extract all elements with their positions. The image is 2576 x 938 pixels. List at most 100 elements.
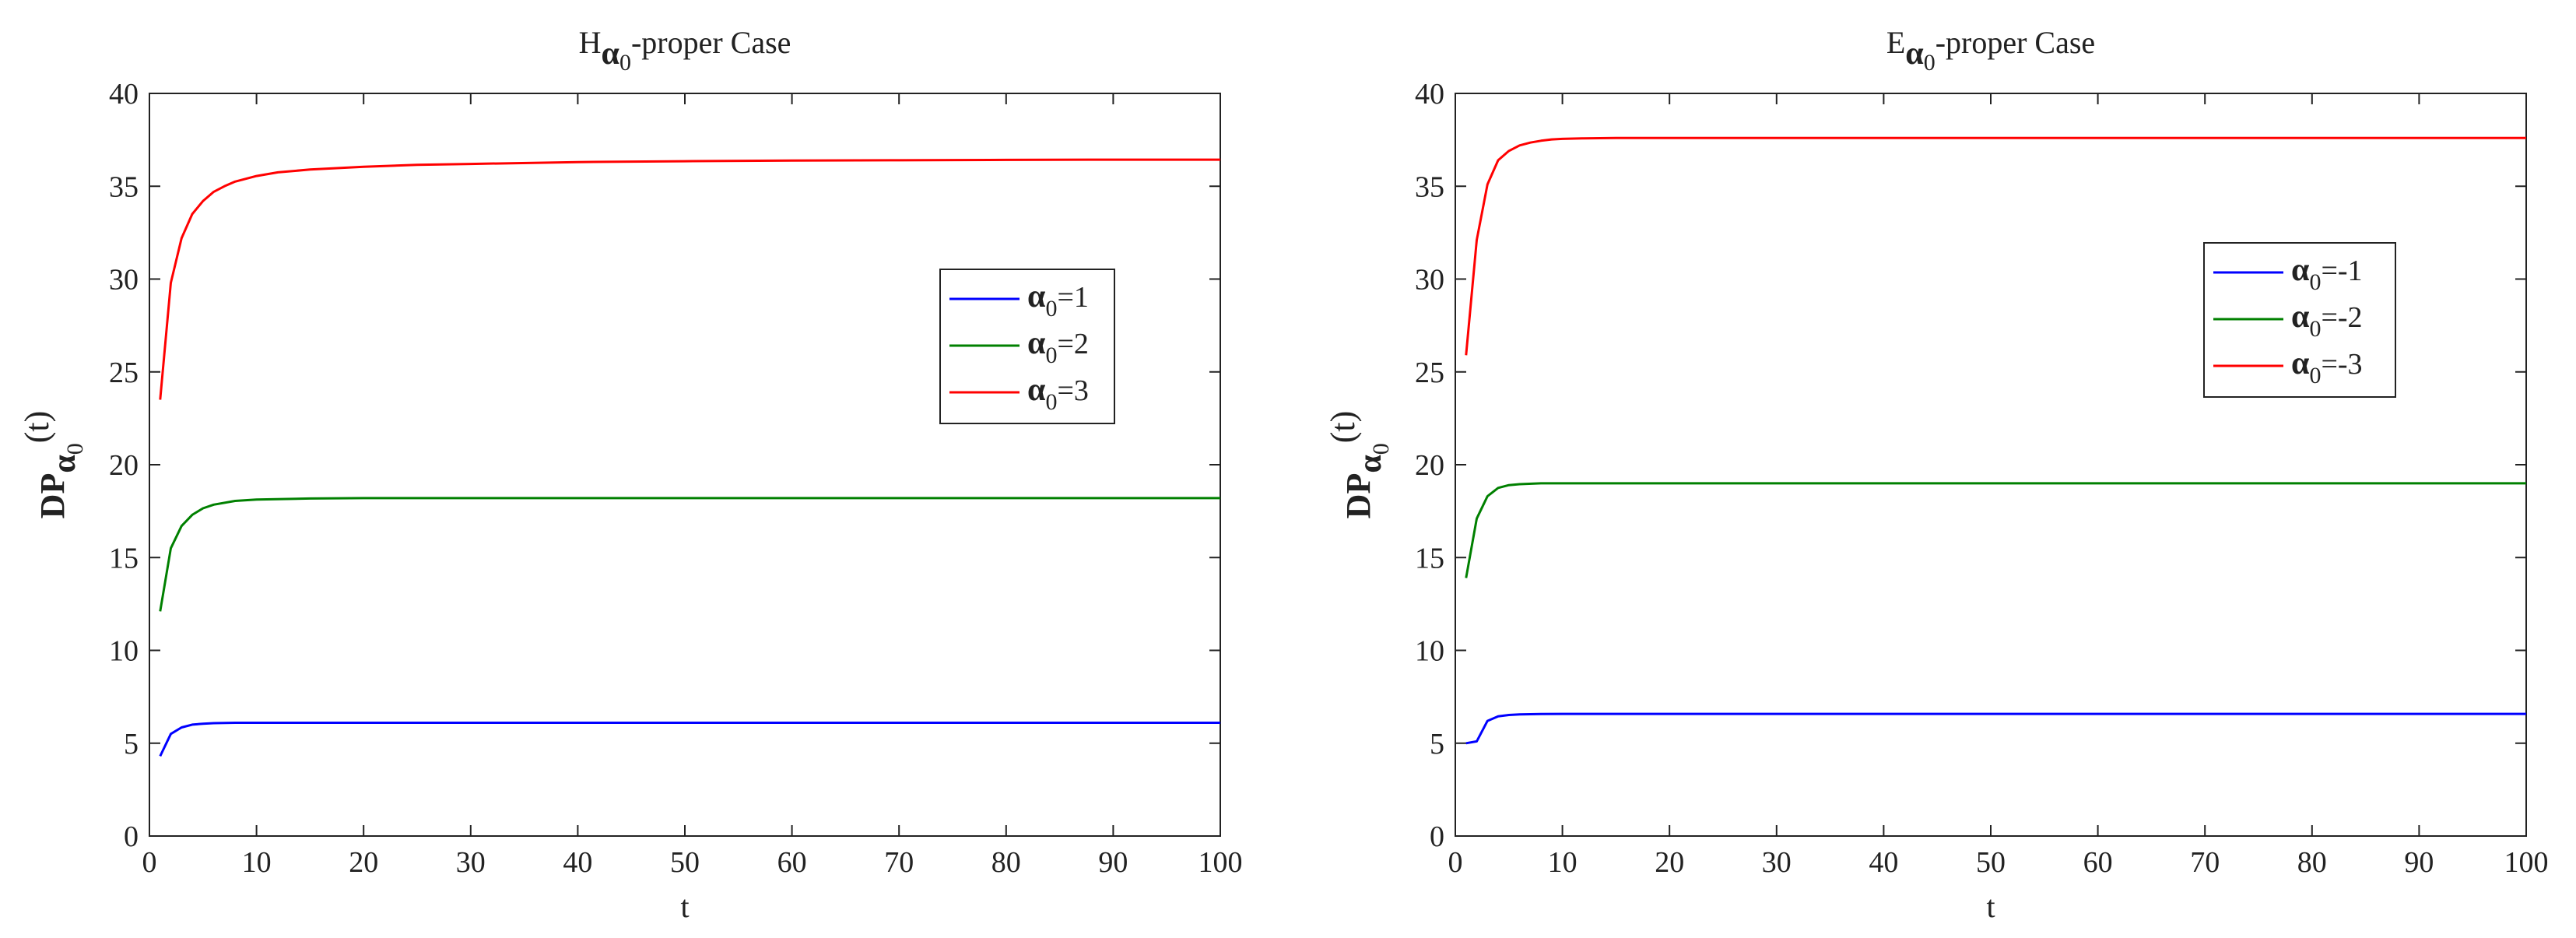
legend-symbol: α [2291, 346, 2310, 381]
title-rest: -proper Case [631, 25, 791, 60]
x-tick-label: 40 [563, 846, 592, 879]
ylabel-main: DP [1339, 473, 1377, 519]
legend-index: 0 [1045, 296, 1057, 321]
y-tick-label: 0 [1430, 820, 1444, 853]
legend-label-1: α0=-1 [2291, 252, 2363, 295]
legend-rest: =2 [1057, 328, 1088, 360]
y-tick-label: 25 [109, 357, 139, 389]
x-tick-label: 90 [2404, 846, 2434, 879]
ylabel-rest: (t) [1324, 411, 1362, 444]
chart-panel-2: 0 10 20 30 40 50 60 70 80 90 100 0 5 10 15 20 25 30 35 40 Eα… [1324, 25, 2549, 924]
x-tick-label: 100 [2504, 846, 2549, 879]
series-line-3 [159, 158, 1220, 400]
x-tick-label: 100 [1199, 846, 1243, 879]
legend-rest: =-2 [2321, 301, 2362, 334]
ylabel-subscript-symbol: α [47, 455, 82, 473]
y-tick-label: 20 [109, 449, 139, 482]
y-tick-label: 40 [109, 78, 139, 111]
chart-title: Eα0-proper Case [1886, 25, 2095, 76]
y-tick-label: 20 [1415, 449, 1444, 482]
y-tick-label: 10 [1415, 635, 1444, 668]
x-axis-label: t [680, 889, 689, 924]
chart-title: Hα0-proper Case [579, 25, 791, 76]
title-subscript-index: 0 [1924, 50, 1936, 76]
y-tick-label: 0 [124, 820, 139, 853]
title-subscript-index: 0 [619, 50, 631, 76]
x-tick-label: 80 [2297, 846, 2327, 879]
ylabel-main: DP [33, 473, 72, 519]
legend-label-1: α0=1 [1027, 279, 1089, 321]
legend-symbol: α [2291, 252, 2310, 288]
series-line-2 [159, 497, 1220, 612]
x-tick-label: 0 [142, 846, 157, 879]
x-tick-label: 10 [242, 846, 272, 879]
title-subscript-symbol: α [601, 36, 619, 72]
legend-index: 0 [1045, 389, 1057, 415]
legend: α0=1α0=2α0=3 [939, 269, 1115, 424]
x-tick-label: 90 [1098, 846, 1128, 879]
title-main: E [1886, 25, 1905, 60]
x-tick-label: 20 [1655, 846, 1684, 879]
y-axis-label: DPα0 (t) [1324, 411, 1394, 519]
legend-label-3: α0=-3 [2291, 346, 2363, 388]
ylabel-subscript-index: 0 [1368, 443, 1394, 455]
x-tick-label: 80 [991, 846, 1021, 879]
y-tick-label: 30 [109, 264, 139, 297]
ylabel-rest: (t) [18, 411, 56, 444]
series-line-2 [1465, 482, 2526, 578]
legend-index: 0 [2309, 363, 2321, 388]
y-tick-label: 25 [1415, 357, 1444, 389]
x-tick-label: 50 [670, 846, 700, 879]
legend-index: 0 [2309, 269, 2321, 295]
y-tick-label: 35 [109, 170, 139, 203]
y-tick-label: 15 [1415, 542, 1444, 574]
legend-symbol: α [1027, 279, 1046, 314]
legend-symbol: α [1027, 325, 1046, 361]
series-line-1 [1465, 712, 2526, 745]
y-tick-label: 5 [124, 728, 139, 761]
legend-label-2: α0=2 [1027, 325, 1089, 368]
y-tick-label: 30 [1415, 264, 1444, 297]
legend-rest: =-1 [2321, 255, 2362, 287]
legend-rest: =3 [1057, 374, 1088, 407]
legend-index: 0 [1045, 343, 1057, 368]
y-tick-label: 5 [1430, 728, 1444, 761]
legend-index: 0 [2309, 316, 2321, 342]
x-tick-label: 20 [349, 846, 378, 879]
legend-label-3: α0=3 [1027, 372, 1089, 415]
x-tick-label: 70 [884, 846, 914, 879]
series-line-3 [1465, 136, 2526, 356]
x-tick-label: 60 [777, 846, 807, 879]
x-tick-label: 30 [456, 846, 486, 879]
x-tick-label: 50 [1976, 846, 2006, 879]
title-rest: -proper Case [1936, 25, 2095, 60]
ylabel-subscript-symbol: α [1353, 455, 1388, 473]
legend-box [939, 269, 1115, 424]
y-tick-label: 35 [1415, 170, 1444, 203]
title-subscript-symbol: α [1905, 36, 1924, 72]
x-tick-label: 10 [1548, 846, 1578, 879]
x-tick-label: 60 [2083, 846, 2113, 879]
chart-panel-1: 0 10 20 30 40 50 60 70 80 90 100 0 5 10 15 20 25 30 35 40 Hα… [18, 25, 1243, 924]
y-tick-label: 40 [1415, 78, 1444, 111]
ylabel-subscript-index: 0 [62, 443, 88, 455]
x-tick-label: 40 [1869, 846, 1898, 879]
y-tick-label: 15 [109, 542, 139, 574]
legend-label-2: α0=-2 [2291, 299, 2363, 342]
legend-symbol: α [1027, 372, 1046, 408]
legend-rest: =1 [1057, 281, 1088, 314]
x-axis-label: t [1986, 889, 1995, 924]
legend-symbol: α [2291, 299, 2310, 335]
legend-rest: =-3 [2321, 348, 2362, 381]
series-line-1 [159, 722, 1220, 757]
y-axis-label: DPα0 (t) [18, 411, 88, 519]
y-tick-label: 10 [109, 635, 139, 668]
x-tick-label: 70 [2190, 846, 2220, 879]
plot-area-frame [149, 93, 1221, 837]
title-main: H [579, 25, 602, 60]
legend: α0=-1α0=-2α0=-3 [2203, 242, 2396, 398]
plot-area-frame [1455, 93, 2527, 837]
x-tick-label: 0 [1448, 846, 1463, 879]
